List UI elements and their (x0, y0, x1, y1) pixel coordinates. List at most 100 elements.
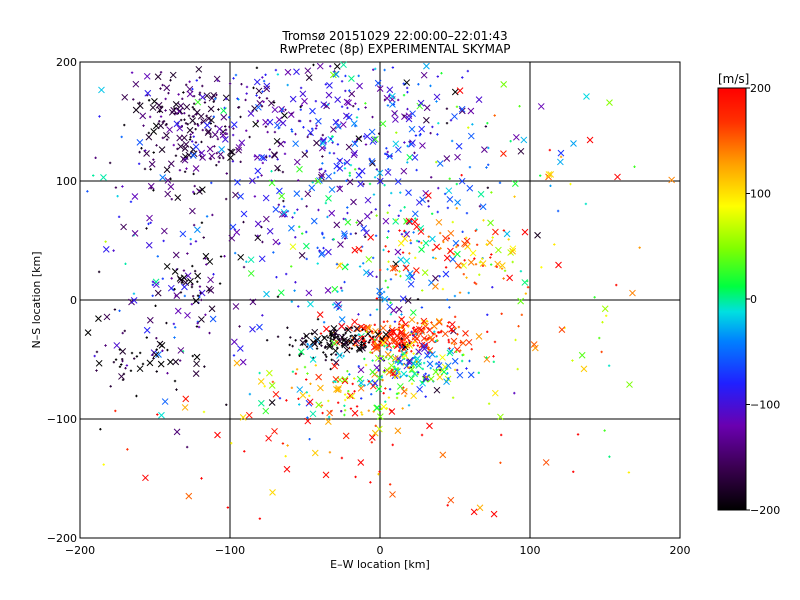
data-point-plus (321, 133, 325, 137)
data-point-x (333, 63, 341, 70)
data-point-plus (370, 336, 373, 340)
data-point-plus (364, 363, 368, 367)
data-point-x (557, 149, 565, 157)
data-point-plus (362, 336, 365, 340)
data-point-x (414, 355, 421, 362)
data-point-plus (348, 174, 352, 177)
data-point-plus (319, 341, 323, 344)
data-point-x (421, 269, 429, 277)
data-point-x (325, 248, 332, 256)
data-point-x (326, 341, 333, 349)
data-point-x (161, 398, 169, 405)
data-point-plus (191, 106, 195, 109)
data-point-plus (413, 151, 416, 155)
data-point-x (207, 105, 215, 113)
data-point-plus (374, 208, 377, 211)
data-point-plus (410, 330, 413, 334)
data-point-x (145, 133, 153, 141)
data-point-plus (265, 155, 268, 159)
data-point-plus (319, 138, 323, 141)
data-point-plus (465, 367, 468, 370)
data-point-x (500, 81, 508, 88)
data-point-plus (360, 397, 363, 400)
data-point-plus (308, 437, 311, 441)
data-point-plus (438, 231, 442, 235)
data-point-plus (392, 103, 396, 106)
data-point-plus (173, 336, 176, 339)
data-point-x (339, 121, 347, 128)
data-point-plus (391, 443, 394, 447)
data-point-plus (353, 124, 357, 128)
data-point-plus (317, 208, 320, 212)
data-point-x (263, 85, 271, 93)
data-point-plus (173, 326, 177, 329)
data-point-plus (455, 350, 458, 354)
data-point-plus (463, 259, 466, 262)
data-point-x (668, 176, 676, 184)
data-point-plus (272, 251, 275, 254)
data-point-plus (446, 298, 449, 301)
data-point-plus (340, 456, 344, 460)
data-point-x (374, 354, 382, 362)
data-point-x (308, 184, 316, 192)
data-point-plus (409, 142, 412, 146)
data-point-plus (342, 333, 345, 337)
data-point-x (547, 171, 555, 178)
data-point-x (425, 192, 432, 199)
colorbar-tick-label: 100 (750, 188, 771, 201)
data-point-x (586, 136, 594, 144)
data-point-plus (226, 506, 230, 509)
data-point-plus (293, 211, 296, 215)
data-point-x (219, 131, 227, 139)
data-point-plus (360, 335, 364, 338)
data-point-plus (255, 66, 259, 70)
data-point-plus (369, 351, 372, 354)
data-point-x (348, 90, 356, 98)
data-point-plus (138, 101, 141, 105)
data-point-x (413, 223, 421, 231)
data-point-plus (461, 76, 464, 79)
data-point-x (390, 328, 397, 336)
data-point-plus (282, 199, 285, 203)
data-point-x (347, 338, 355, 346)
data-point-plus (601, 321, 604, 324)
data-point-plus (344, 74, 347, 78)
data-point-x (167, 358, 174, 366)
data-point-plus (395, 131, 398, 134)
data-point-plus (357, 333, 361, 336)
data-point-plus (370, 393, 373, 396)
data-point-x (389, 370, 397, 377)
data-point-plus (355, 405, 359, 408)
data-point-plus (191, 294, 195, 298)
data-point-x (161, 227, 168, 235)
data-point-plus (381, 355, 384, 358)
data-point-x (403, 79, 411, 86)
data-point-plus (309, 382, 312, 385)
data-point-x (520, 136, 528, 144)
data-point-plus (228, 125, 231, 129)
data-point-plus (416, 321, 419, 325)
data-point-plus (329, 330, 332, 333)
data-point-x (424, 352, 431, 359)
data-point-x (167, 183, 175, 191)
data-point-plus (417, 83, 420, 86)
data-point-x (358, 167, 366, 175)
data-point-x (341, 377, 349, 385)
data-point-plus (324, 358, 327, 362)
data-point-x (364, 196, 372, 204)
data-point-x (365, 324, 373, 332)
data-point-plus (237, 98, 240, 101)
data-point-plus (325, 355, 328, 358)
data-point-plus (113, 308, 117, 311)
data-point-x (150, 128, 158, 135)
data-point-x (433, 93, 441, 101)
data-point-plus (338, 159, 342, 162)
data-point-plus (277, 203, 281, 206)
data-point-plus (294, 132, 297, 136)
data-point-plus (438, 275, 441, 278)
data-point-x (408, 375, 415, 382)
data-point-plus (474, 229, 477, 232)
data-point-plus (260, 105, 264, 108)
data-point-plus (262, 100, 265, 103)
data-point-x (249, 177, 256, 185)
